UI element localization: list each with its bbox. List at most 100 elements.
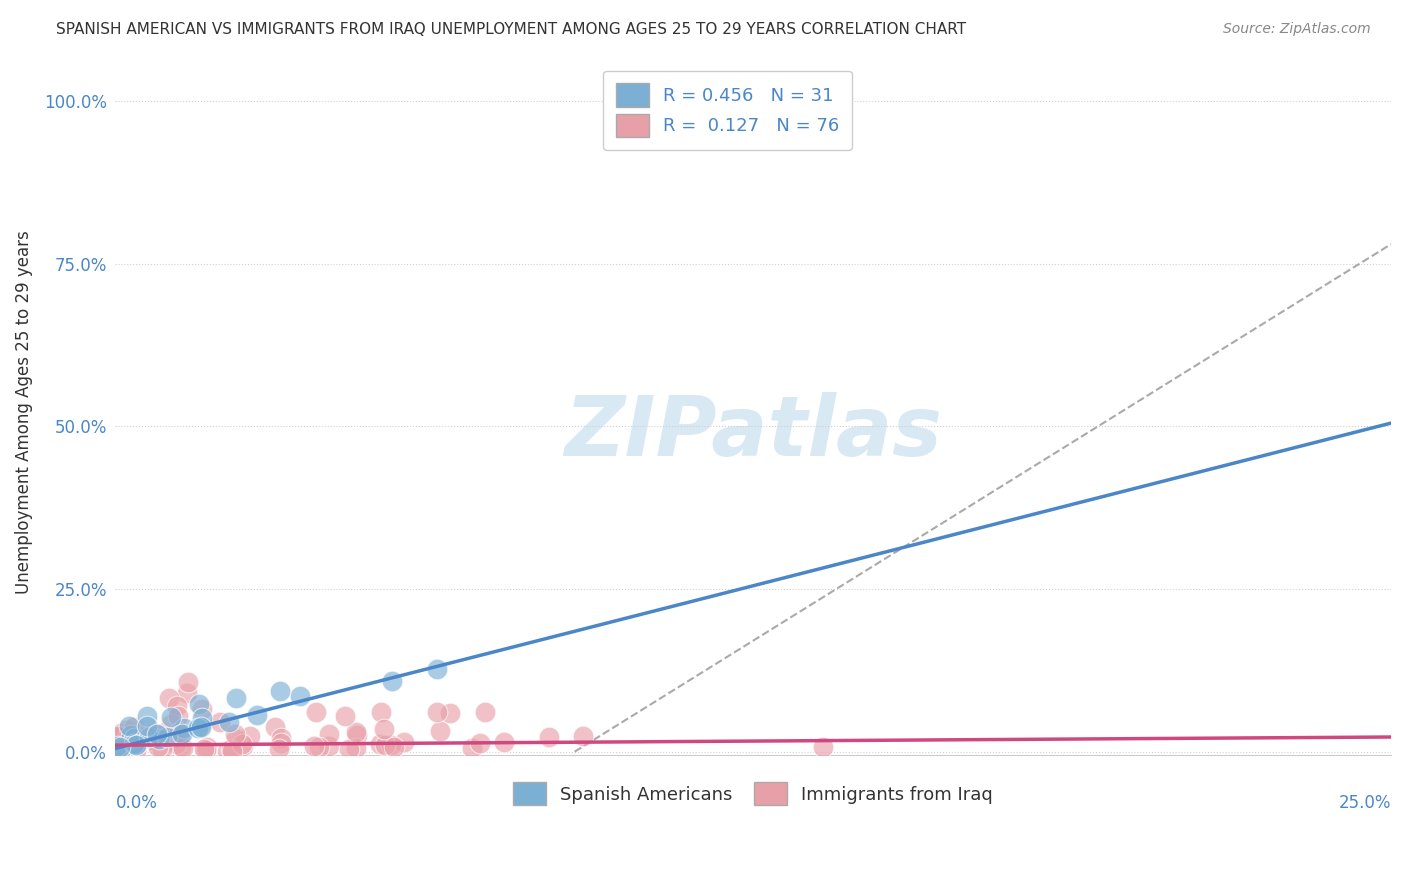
Point bbox=[117, 739, 139, 753]
Point bbox=[170, 727, 193, 741]
Point bbox=[160, 710, 183, 724]
Point bbox=[288, 689, 311, 703]
Point bbox=[224, 727, 246, 741]
Point bbox=[167, 725, 190, 739]
Point bbox=[572, 729, 595, 743]
Point bbox=[811, 739, 834, 754]
Point bbox=[156, 730, 179, 744]
Point bbox=[166, 699, 188, 714]
Point bbox=[172, 741, 194, 756]
Point bbox=[215, 744, 238, 758]
Point bbox=[439, 706, 461, 720]
Point bbox=[105, 739, 128, 753]
Point bbox=[190, 702, 212, 716]
Point bbox=[138, 728, 160, 742]
Point bbox=[468, 736, 491, 750]
Point bbox=[127, 737, 149, 751]
Point bbox=[148, 732, 170, 747]
Point bbox=[108, 728, 131, 742]
Point bbox=[302, 739, 325, 754]
Point bbox=[125, 738, 148, 752]
Point bbox=[157, 690, 180, 705]
Point bbox=[125, 744, 148, 758]
Point bbox=[392, 735, 415, 749]
Point bbox=[381, 673, 404, 688]
Point bbox=[232, 739, 254, 753]
Point bbox=[176, 686, 198, 700]
Point bbox=[165, 737, 187, 751]
Point bbox=[218, 714, 240, 729]
Point bbox=[429, 724, 451, 739]
Point bbox=[269, 742, 291, 756]
Point bbox=[122, 737, 145, 751]
Point bbox=[124, 720, 146, 734]
Point bbox=[129, 733, 152, 747]
Point bbox=[146, 728, 169, 742]
Point bbox=[239, 729, 262, 743]
Point bbox=[318, 739, 340, 753]
Point bbox=[270, 731, 292, 745]
Point bbox=[124, 739, 146, 754]
Point bbox=[344, 724, 367, 739]
Point bbox=[426, 706, 449, 720]
Point bbox=[188, 697, 211, 711]
Point bbox=[305, 705, 328, 719]
Point bbox=[208, 714, 231, 729]
Point bbox=[382, 739, 405, 754]
Point bbox=[125, 738, 148, 752]
Point bbox=[160, 716, 183, 731]
Text: Source: ZipAtlas.com: Source: ZipAtlas.com bbox=[1223, 22, 1371, 37]
Point bbox=[105, 730, 128, 744]
Point bbox=[120, 728, 142, 742]
Point bbox=[225, 690, 247, 705]
Point bbox=[110, 742, 132, 756]
Point bbox=[108, 739, 131, 754]
Point bbox=[173, 721, 195, 735]
Point bbox=[195, 742, 218, 756]
Point bbox=[373, 722, 395, 736]
Point bbox=[117, 733, 139, 747]
Point bbox=[263, 720, 285, 734]
Point bbox=[145, 727, 167, 741]
Point bbox=[134, 731, 156, 746]
Text: 0.0%: 0.0% bbox=[115, 794, 157, 812]
Point bbox=[270, 736, 292, 750]
Point bbox=[177, 675, 200, 690]
Point bbox=[474, 706, 496, 720]
Point bbox=[461, 740, 484, 755]
Point bbox=[494, 735, 516, 749]
Point bbox=[308, 739, 330, 754]
Point bbox=[146, 727, 169, 741]
Point bbox=[122, 731, 145, 746]
Point bbox=[190, 720, 212, 734]
Point bbox=[346, 728, 368, 742]
Point bbox=[193, 742, 215, 756]
Point bbox=[141, 733, 163, 747]
Point bbox=[380, 738, 402, 752]
Point bbox=[221, 744, 243, 758]
Point bbox=[170, 739, 193, 754]
Point bbox=[146, 739, 169, 754]
Point bbox=[118, 719, 141, 733]
Point bbox=[368, 737, 391, 751]
Point bbox=[188, 718, 211, 732]
Text: SPANISH AMERICAN VS IMMIGRANTS FROM IRAQ UNEMPLOYMENT AMONG AGES 25 TO 29 YEARS : SPANISH AMERICAN VS IMMIGRANTS FROM IRAQ… bbox=[56, 22, 966, 37]
Point bbox=[221, 741, 243, 756]
Point bbox=[337, 742, 360, 756]
Point bbox=[195, 739, 218, 754]
Point bbox=[136, 709, 159, 723]
Point bbox=[115, 723, 138, 738]
Point bbox=[187, 721, 209, 735]
Point bbox=[335, 709, 357, 723]
Text: ZIPatlas: ZIPatlas bbox=[564, 392, 942, 473]
Legend: Spanish Americans, Immigrants from Iraq: Spanish Americans, Immigrants from Iraq bbox=[505, 773, 1002, 814]
Point bbox=[225, 732, 247, 747]
Point bbox=[169, 728, 191, 742]
Point bbox=[136, 719, 159, 733]
Point bbox=[150, 742, 173, 756]
Point bbox=[318, 727, 340, 741]
Point bbox=[246, 707, 269, 722]
Point bbox=[110, 725, 132, 739]
Point bbox=[117, 727, 139, 741]
Point bbox=[122, 741, 145, 756]
